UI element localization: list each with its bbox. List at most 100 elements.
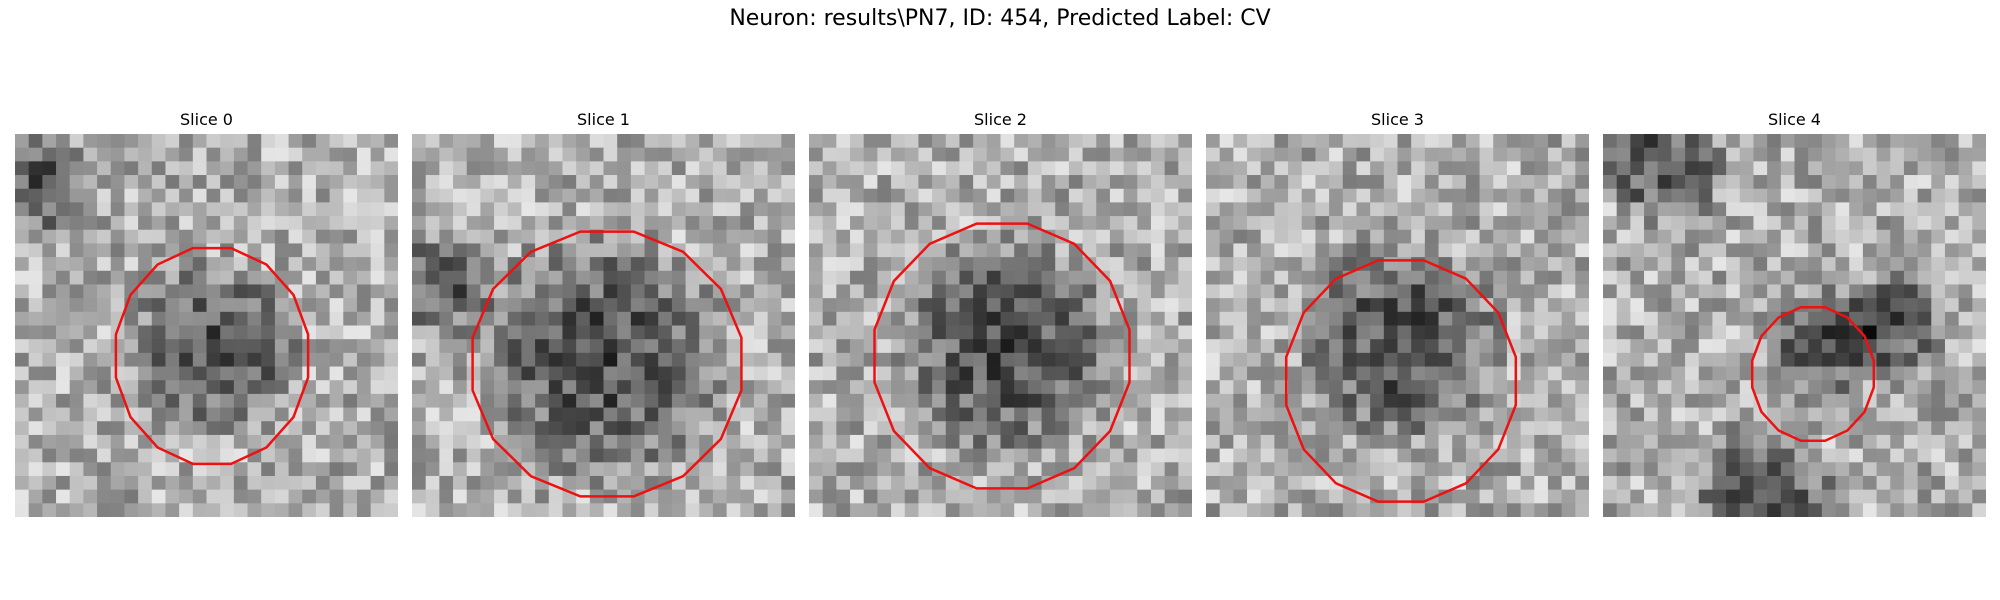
pixel-cell	[466, 216, 481, 231]
pixel-cell	[603, 503, 618, 517]
pixel-cell	[850, 270, 865, 285]
pixel-cell	[1315, 352, 1330, 367]
pixel-cell	[781, 366, 795, 381]
pixel-cell	[1753, 134, 1768, 149]
pixel-cell	[630, 407, 645, 422]
pixel-cell	[1082, 325, 1097, 340]
pixel-cell	[1972, 366, 1986, 381]
pixel-cell	[1876, 503, 1891, 517]
pixel-cell	[603, 366, 618, 381]
pixel-cell	[699, 325, 714, 340]
pixel-cell	[712, 407, 728, 422]
pixel-cell	[753, 270, 769, 285]
pixel-cell	[548, 462, 563, 477]
pixel-cell	[726, 229, 741, 244]
pixel-cell	[1206, 134, 1221, 149]
pixel-cell	[151, 448, 166, 463]
pixel-cell	[1616, 229, 1631, 244]
pixel-cell	[986, 175, 1001, 190]
pixel-cell	[315, 366, 331, 381]
pixel-cell	[1726, 229, 1741, 244]
pixel-cell	[1014, 284, 1029, 299]
pixel-cell	[1000, 134, 1015, 149]
pixel-cell	[247, 147, 262, 162]
pixel-cell	[1315, 393, 1330, 408]
pixel-cell	[1301, 243, 1316, 258]
pixel-cell	[15, 393, 30, 408]
pixel-cell	[1096, 284, 1111, 299]
pixel-cell	[1575, 257, 1589, 272]
pixel-cell	[453, 311, 468, 326]
pixel-cell	[576, 421, 591, 436]
pixel-cell	[233, 188, 248, 203]
pixel-cell	[1958, 393, 1973, 408]
pixel-cell	[904, 393, 919, 408]
pixel-cell	[1958, 270, 1973, 285]
pixel-cell	[658, 284, 673, 299]
pixel-cell	[1041, 147, 1056, 162]
pixel-cell	[1698, 243, 1713, 258]
pixel-cell	[42, 503, 57, 517]
pixel-cell	[562, 188, 577, 203]
pixel-cell	[1876, 229, 1891, 244]
pixel-cell	[1520, 311, 1535, 326]
pixel-cell	[685, 421, 700, 436]
pixel-cell	[1506, 270, 1522, 285]
pixel-cell	[1903, 243, 1919, 258]
pixel-cell	[850, 380, 865, 395]
pixel-cell	[1164, 147, 1179, 162]
pixel-cell	[1123, 161, 1138, 176]
pixel-cell	[192, 489, 207, 504]
pixel-cell	[1178, 175, 1192, 190]
pixel-cell	[1767, 434, 1782, 450]
pixel-cell	[1931, 134, 1946, 149]
pixel-cell	[1547, 380, 1563, 395]
pixel-cell	[288, 270, 303, 285]
pixel-cell	[247, 421, 262, 436]
pixel-cell	[1575, 407, 1589, 422]
pixel-cell	[959, 489, 974, 504]
pixel-cell	[1575, 270, 1589, 285]
pixel-cell	[685, 366, 700, 381]
pixel-cell	[1671, 243, 1686, 258]
pixel-cell	[15, 339, 30, 354]
pixel-cell	[767, 503, 782, 517]
pixel-cell	[548, 421, 563, 436]
pixel-cell	[1712, 147, 1727, 162]
pixel-cell	[548, 216, 563, 231]
pixel-cell	[1862, 216, 1877, 231]
pixel-cell	[1890, 325, 1905, 340]
pixel-cell	[1424, 270, 1439, 285]
pixel-cell	[781, 188, 795, 203]
pixel-cell	[1972, 325, 1986, 340]
pixel-cell	[261, 147, 276, 162]
pixel-cell	[453, 407, 468, 422]
pixel-cell	[1411, 434, 1426, 450]
pixel-cell	[603, 311, 618, 326]
pixel-cell	[1452, 366, 1467, 381]
pixel-cell	[1726, 448, 1741, 463]
pixel-cell	[1424, 175, 1439, 190]
pixel-cell	[343, 489, 358, 504]
pixel-cell	[945, 134, 960, 149]
pixel-cell	[1096, 366, 1111, 381]
pixel-cell	[1288, 462, 1303, 477]
pixel-cell	[1370, 216, 1385, 231]
pixel-cell	[247, 134, 262, 149]
pixel-cell	[1657, 393, 1672, 408]
pixel-cell	[1096, 462, 1111, 477]
pixel-cell	[439, 448, 454, 463]
pixel-cell	[343, 188, 358, 203]
pixel-cell	[1041, 393, 1056, 408]
pixel-cell	[891, 161, 906, 176]
pixel-cell	[1411, 243, 1426, 258]
pixel-cell	[1972, 475, 1986, 491]
pixel-cell	[1616, 202, 1631, 217]
pixel-cell	[1603, 503, 1618, 517]
pixel-cell	[986, 475, 1001, 491]
pixel-cell	[1274, 161, 1289, 176]
pixel-cell	[138, 448, 153, 463]
pixel-cell	[699, 380, 714, 395]
pixel-cell	[384, 489, 398, 504]
pixel-cell	[480, 311, 495, 326]
